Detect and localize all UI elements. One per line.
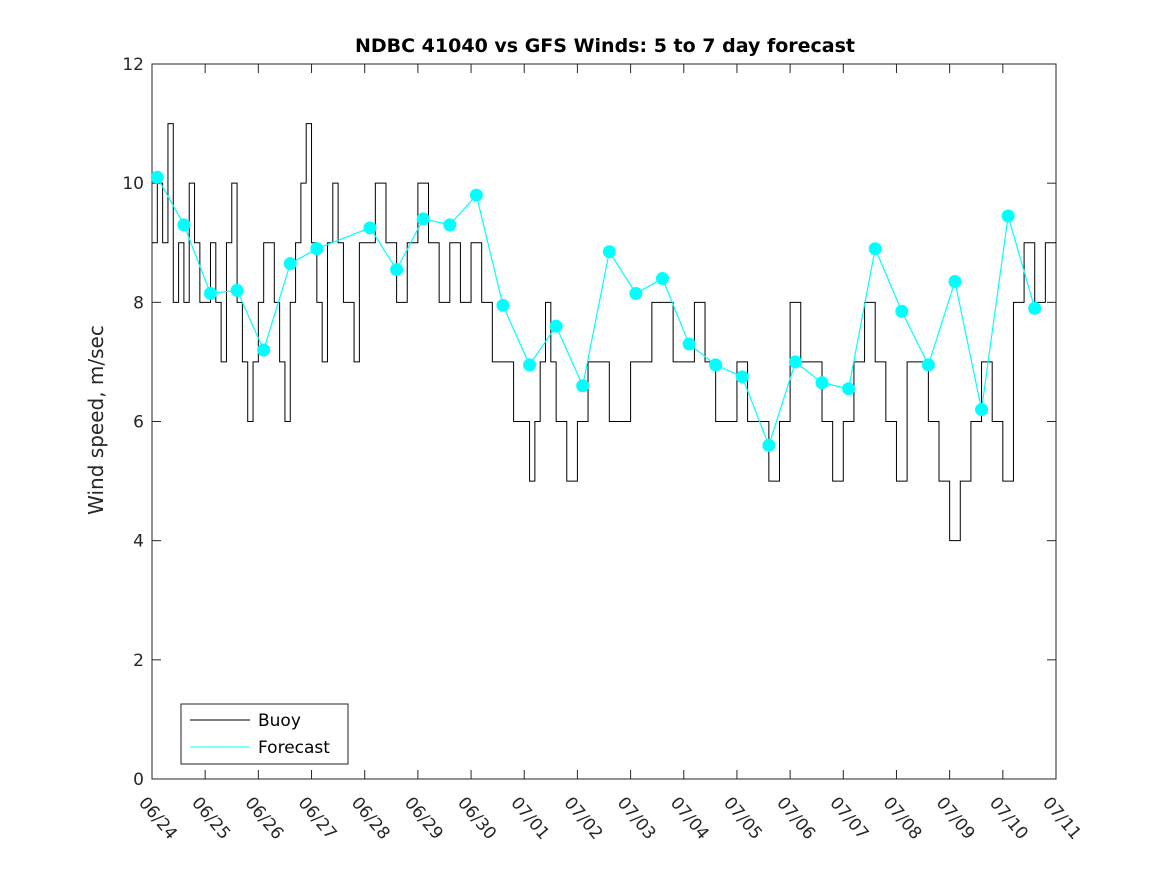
forecast-point	[709, 358, 723, 372]
y-tick-label: 2	[133, 651, 144, 671]
forecast-point	[948, 274, 962, 288]
forecast-point	[975, 403, 989, 417]
forecast-point	[576, 379, 590, 393]
forecast-point	[1028, 301, 1042, 315]
forecast-point	[868, 242, 882, 256]
forecast-point	[629, 286, 643, 300]
forecast-point	[815, 376, 829, 390]
forecast-point	[602, 245, 616, 259]
y-tick-label: 12	[122, 55, 144, 75]
forecast-point	[390, 263, 404, 277]
forecast-point	[230, 283, 244, 297]
forecast-point	[443, 218, 457, 232]
forecast-point	[496, 298, 510, 312]
forecast-point	[549, 319, 563, 333]
forecast-point	[1001, 209, 1015, 223]
forecast-point	[203, 286, 217, 300]
y-tick-label: 10	[122, 174, 144, 194]
forecast-point	[762, 438, 776, 452]
forecast-point	[469, 188, 483, 202]
forecast-point	[735, 370, 749, 384]
forecast-point	[283, 257, 297, 271]
legend-forecast-label: Forecast	[258, 738, 330, 758]
legend-buoy-label: Buoy	[258, 711, 301, 731]
y-tick-label: 6	[133, 413, 144, 433]
legend-box	[180, 703, 349, 765]
forecast-point	[310, 242, 324, 256]
forecast-point	[921, 358, 935, 372]
forecast-point	[177, 218, 191, 232]
series-layer	[150, 123, 1056, 542]
forecast-point	[150, 170, 164, 184]
forecast-point	[655, 272, 669, 285]
y-tick-label: 0	[133, 770, 144, 790]
legend: Buoy Forecast	[180, 703, 349, 765]
forecast-point	[895, 304, 909, 318]
buoy-line	[152, 123, 1056, 542]
y-tick-label: 4	[133, 532, 144, 552]
forecast-point	[363, 221, 377, 235]
forecast-point	[257, 343, 271, 357]
forecast-point	[788, 355, 802, 369]
forecast-point	[842, 382, 856, 396]
chart-title: NDBC 41040 vs GFS Winds: 5 to 7 day fore…	[355, 35, 855, 57]
y-axis-label: Wind speed, m/sec	[84, 325, 108, 515]
forecast-point	[416, 212, 430, 226]
forecast-point	[682, 337, 696, 351]
y-tick-label: 8	[133, 293, 144, 313]
y-axis: 0 2 4 6 8 10 12	[122, 55, 1056, 790]
forecast-point	[523, 358, 537, 372]
